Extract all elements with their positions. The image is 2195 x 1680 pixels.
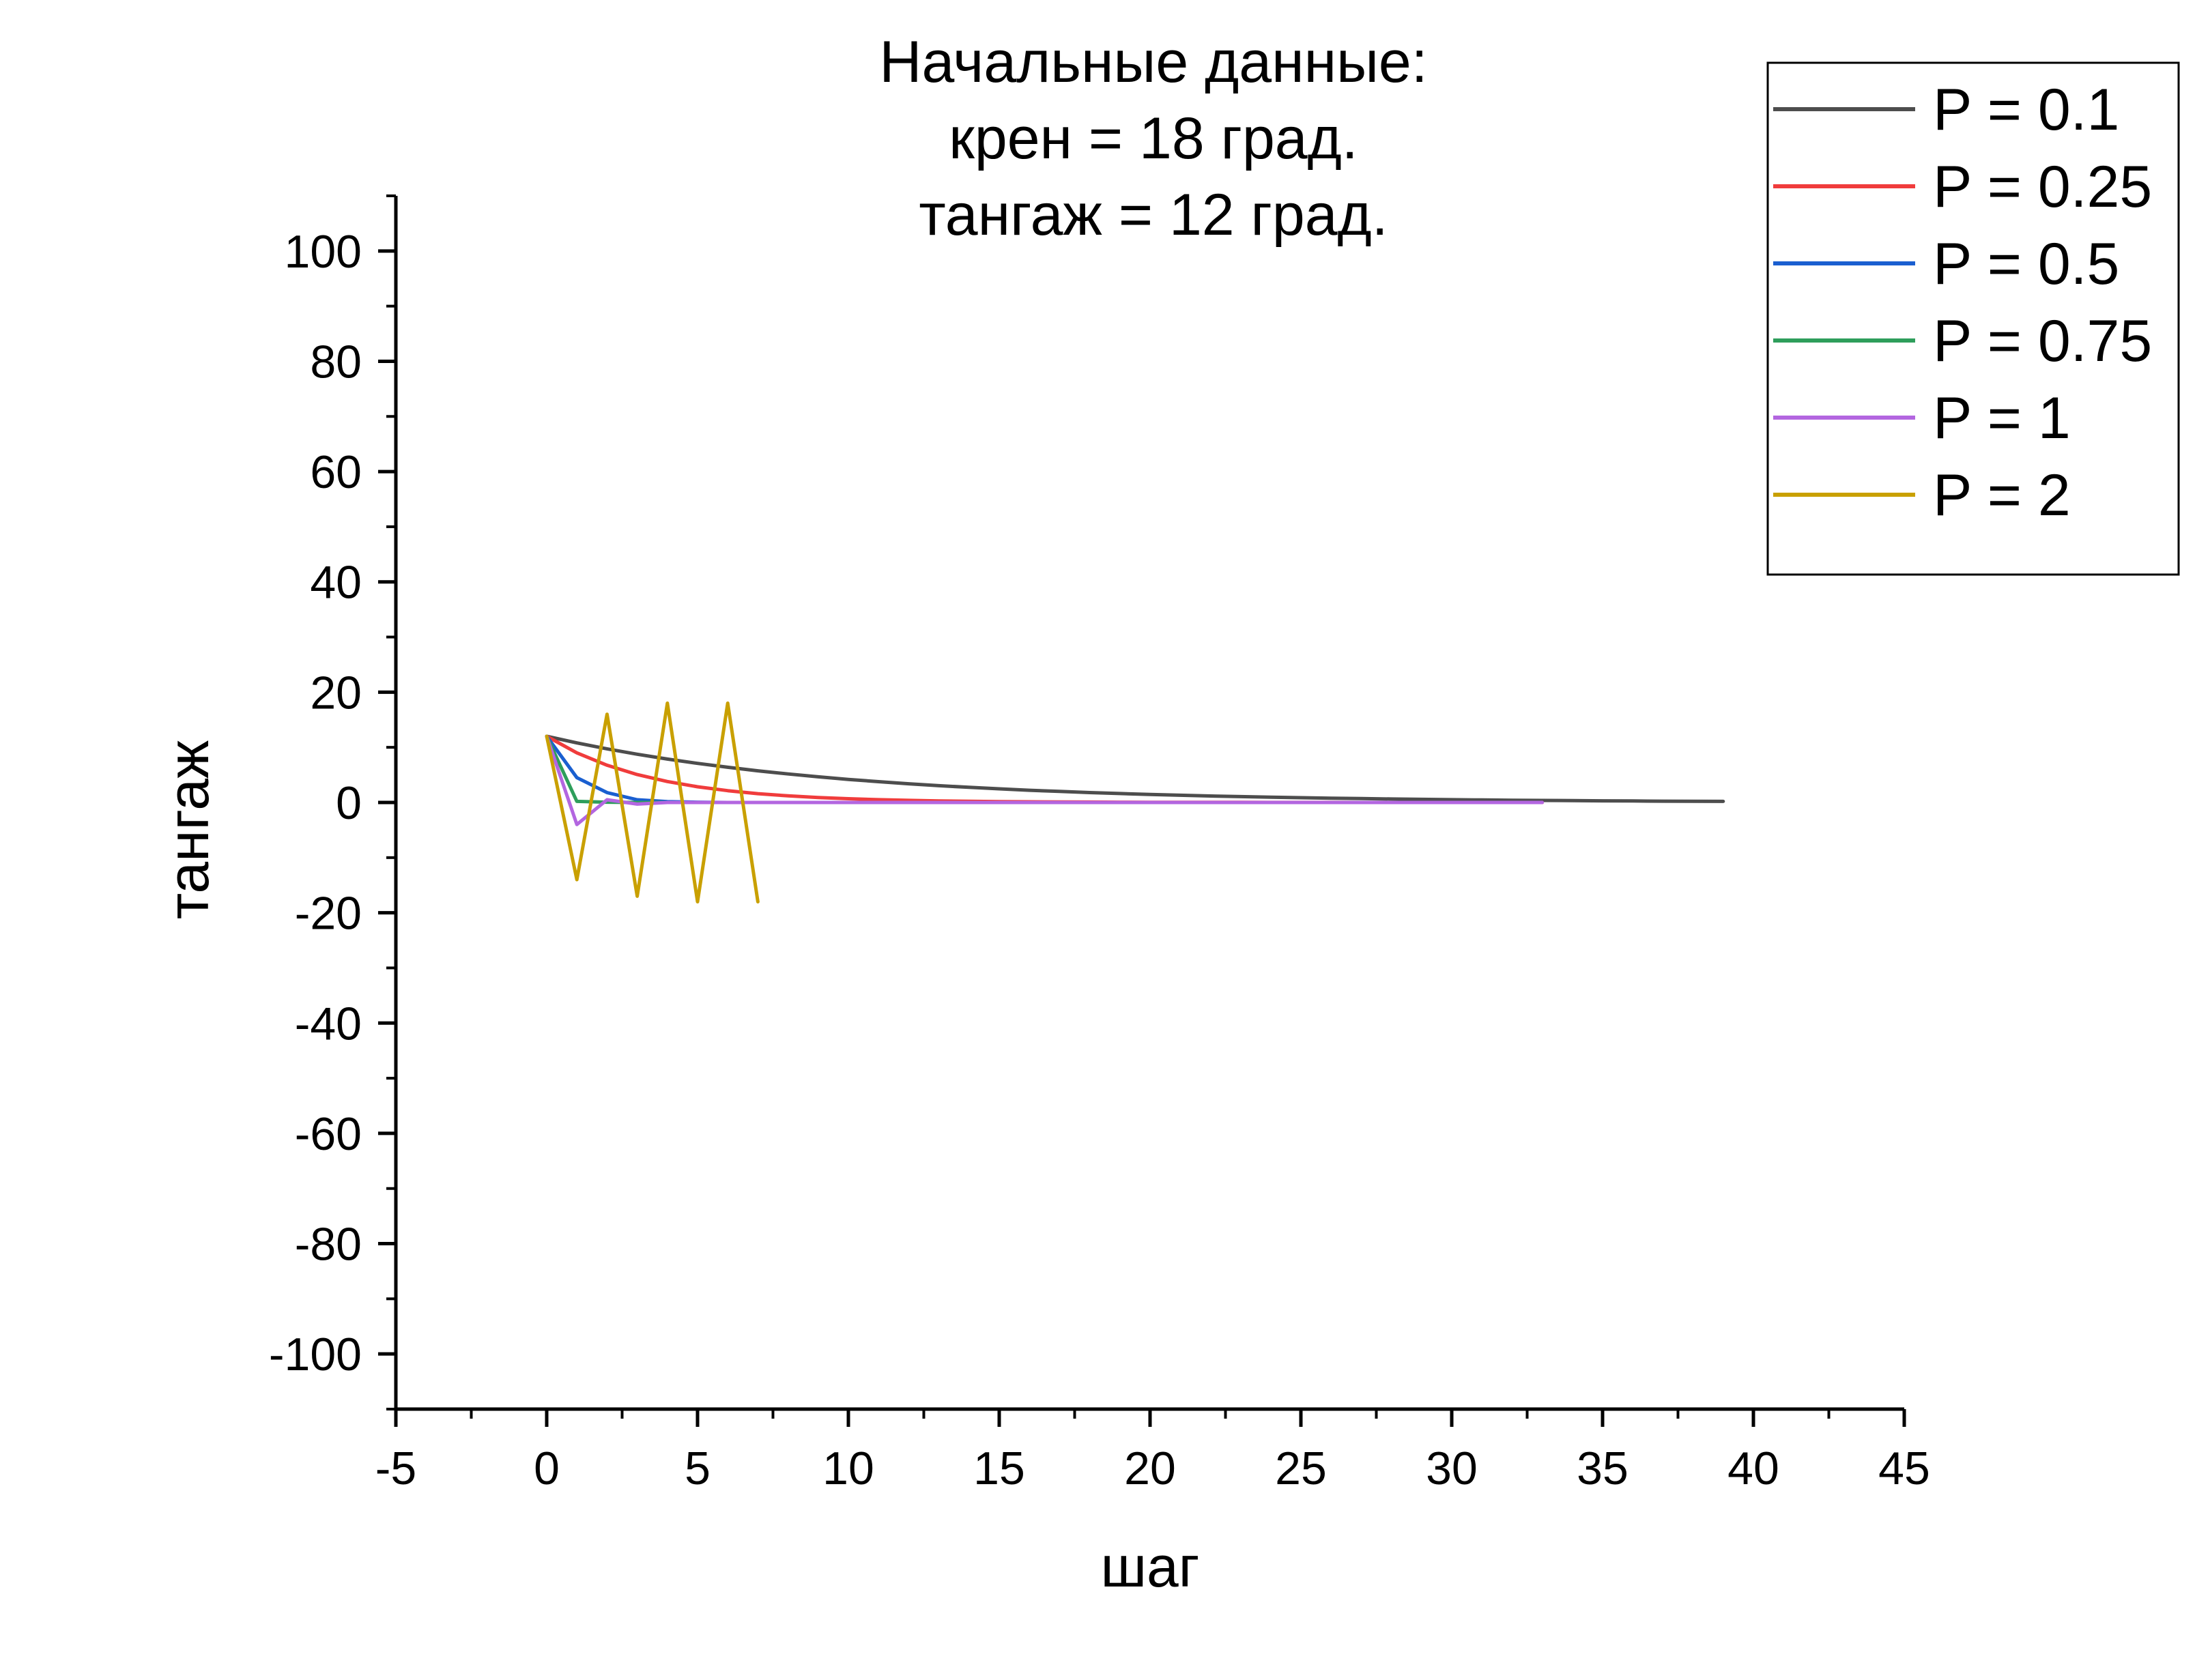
y-tick-label: -60 bbox=[295, 1108, 362, 1160]
y-tick-label: 20 bbox=[310, 667, 362, 719]
legend-label: P = 1 bbox=[1933, 386, 2071, 451]
legend-label: P = 2 bbox=[1933, 463, 2071, 528]
y-tick-label: -80 bbox=[295, 1219, 362, 1271]
x-tick-label: 10 bbox=[822, 1443, 874, 1494]
y-tick-label: -40 bbox=[295, 998, 362, 1049]
x-tick-label: 25 bbox=[1275, 1443, 1327, 1494]
series-line bbox=[545, 734, 1725, 803]
series-line bbox=[545, 701, 760, 903]
y-tick-label: 0 bbox=[336, 777, 362, 829]
x-tick-label: 35 bbox=[1577, 1443, 1629, 1494]
x-tick-label: -5 bbox=[375, 1443, 416, 1494]
x-tick-label: 20 bbox=[1124, 1443, 1176, 1494]
y-tick-label: 60 bbox=[310, 446, 362, 498]
x-tick-label: 45 bbox=[1878, 1443, 1930, 1494]
legend-box bbox=[1766, 61, 2180, 576]
x-tick-label: 15 bbox=[973, 1443, 1025, 1494]
title-line: Начальные данные: bbox=[879, 29, 1427, 95]
y-tick-label: 100 bbox=[285, 226, 362, 278]
series-lines bbox=[545, 701, 1725, 903]
x-tick-label: 40 bbox=[1727, 1443, 1779, 1494]
y-tick-label: -20 bbox=[295, 888, 362, 940]
y-tick-label: 80 bbox=[310, 336, 362, 388]
x-tick-label: 0 bbox=[534, 1443, 560, 1494]
y-axis-title: тангаж bbox=[156, 740, 220, 919]
legend: P = 0.1 P = 0.25 P = 0.5 P = 0.75 P = 1 P = 2 bbox=[1766, 61, 2180, 576]
legend-label: P = 0.25 bbox=[1933, 154, 2152, 220]
legend-label: P = 0.75 bbox=[1933, 308, 2152, 374]
legend-label: P = 0.5 bbox=[1933, 231, 2119, 297]
title-line: крен = 18 град. bbox=[949, 106, 1358, 171]
chart-title: Начальные данные: крен = 18 град. тангаж =… bbox=[879, 29, 1427, 248]
x-tick-label: 30 bbox=[1426, 1443, 1478, 1494]
axes: -5 0 5 10 15 20 25 30 35 40 45 100 80 60 40 20 0 -20 -40 -6… bbox=[156, 194, 1930, 1599]
x-tick-label: 5 bbox=[685, 1443, 711, 1494]
series-line bbox=[545, 734, 1545, 826]
x-axis-title: шаг bbox=[1101, 1535, 1200, 1599]
title-line: тангаж = 12 град. bbox=[919, 182, 1388, 248]
y-tick-label: -100 bbox=[269, 1329, 362, 1380]
y-tick-label: 40 bbox=[310, 557, 362, 609]
legend-label: P = 0.1 bbox=[1933, 77, 2119, 143]
